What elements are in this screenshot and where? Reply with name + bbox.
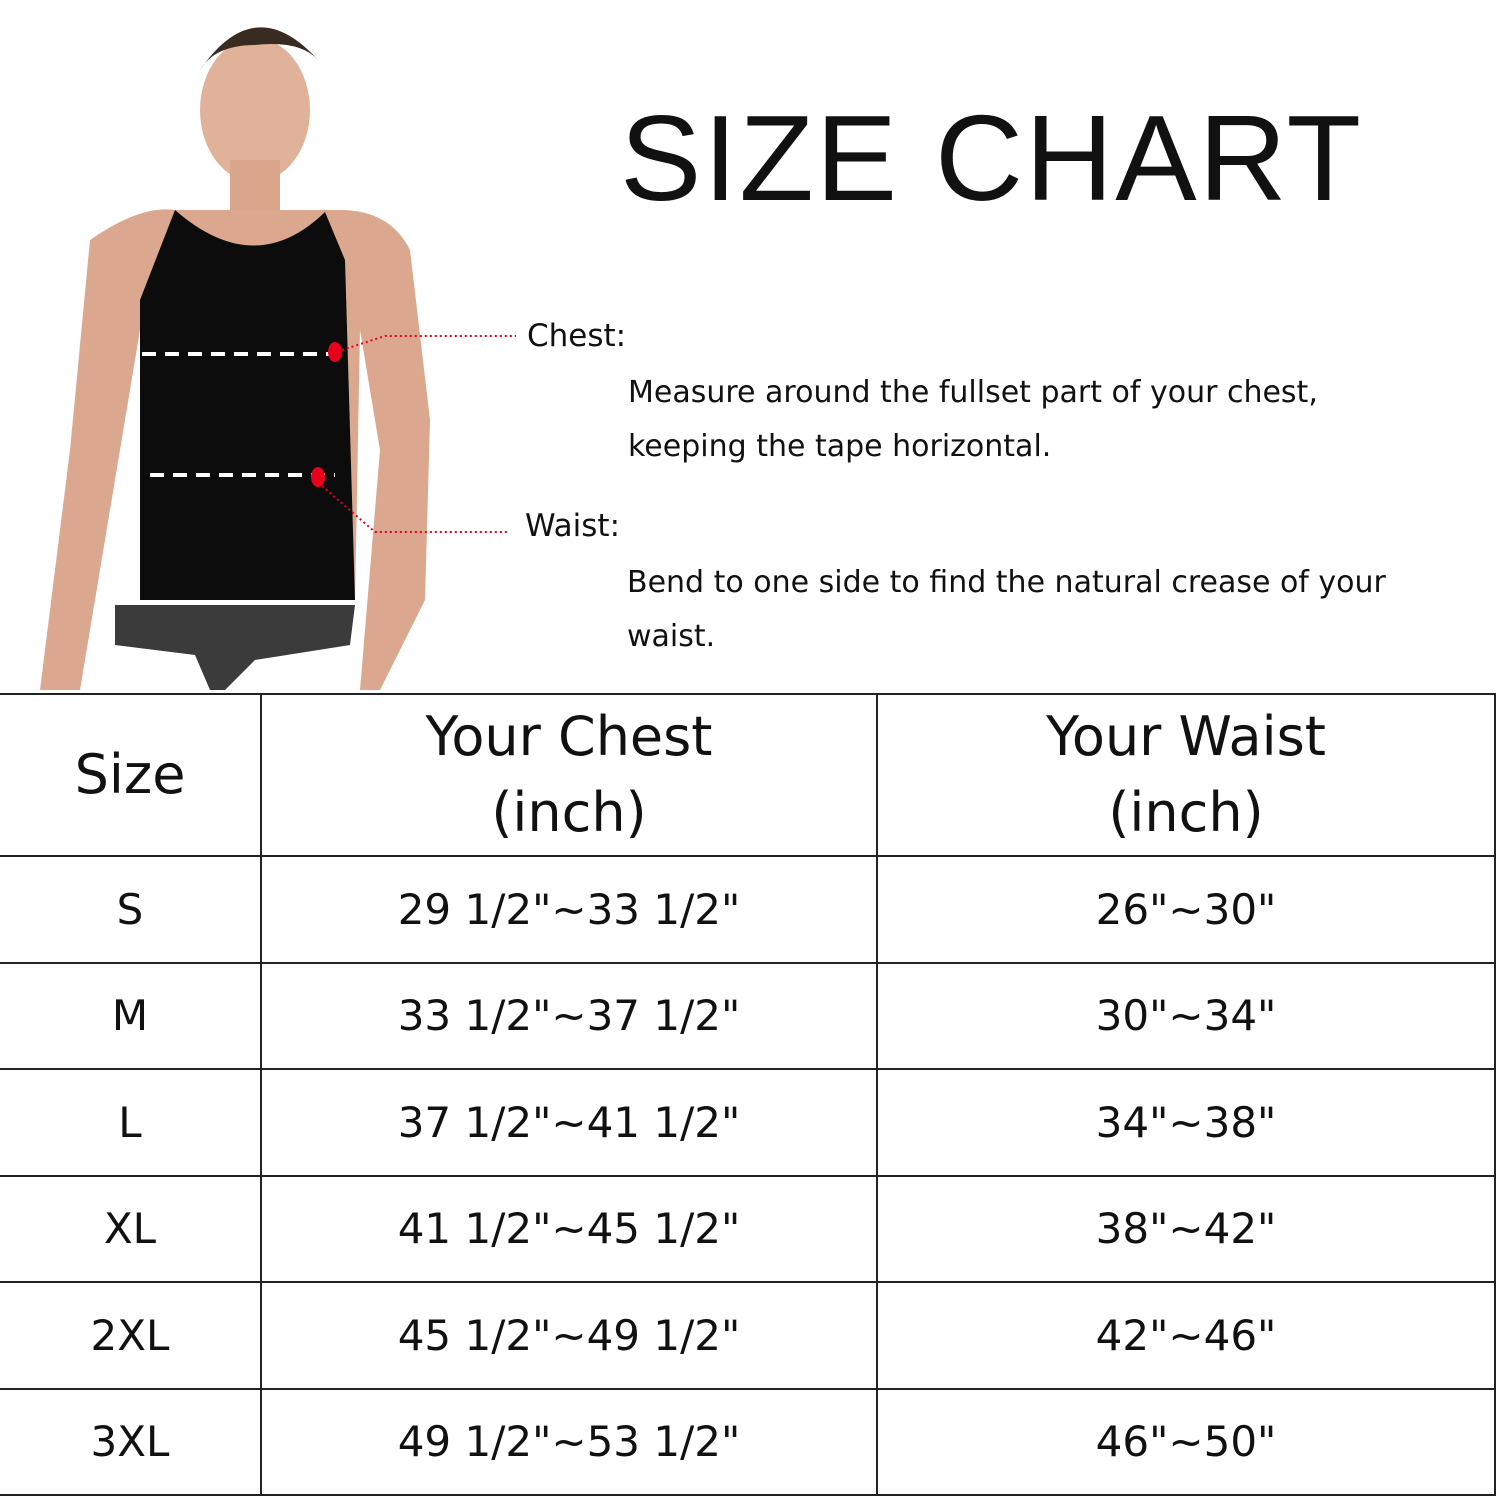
- column-header: Size: [0, 693, 262, 857]
- table-row: 2XL 45 1/2"~49 1/2" 42"~46": [0, 1281, 1496, 1390]
- waist-description: Bend to one side to find the natural cre…: [627, 565, 1386, 654]
- chest-label: Chest:: [527, 318, 627, 354]
- waist-cell: 38"~42": [876, 1174, 1496, 1283]
- model-photo: [40, 27, 516, 690]
- size-cell: XL: [0, 1174, 262, 1283]
- size-cell: L: [0, 1068, 262, 1177]
- table-row: M 33 1/2"~37 1/2" 30"~34": [0, 961, 1496, 1070]
- waist-leader: [321, 485, 508, 533]
- table-row: L 37 1/2"~41 1/2" 34"~38": [0, 1068, 1496, 1177]
- table-row: XL 41 1/2"~45 1/2" 38"~42": [0, 1174, 1496, 1283]
- chest-description: Measure around the fullset part of your …: [628, 375, 1318, 464]
- size-cell: 3XL: [0, 1387, 262, 1496]
- waist-cell: 34"~38": [876, 1068, 1496, 1177]
- table-row: S 29 1/2"~33 1/2" 26"~30": [0, 855, 1496, 964]
- column-header: Your Chest (inch): [260, 693, 878, 857]
- chest-cell: 49 1/2"~53 1/2": [260, 1387, 878, 1496]
- size-cell: M: [0, 961, 262, 1070]
- chest-cell: 41 1/2"~45 1/2": [260, 1174, 878, 1283]
- chest-cell: 37 1/2"~41 1/2": [260, 1068, 878, 1177]
- chest-cell: 29 1/2"~33 1/2": [260, 855, 878, 964]
- chest-cell: 45 1/2"~49 1/2": [260, 1281, 878, 1390]
- size-cell: S: [0, 855, 262, 964]
- chest-marker: [328, 342, 342, 362]
- model-figure: [40, 27, 430, 690]
- waist-cell: 46"~50": [876, 1387, 1496, 1496]
- page-title: SIZE CHART: [620, 90, 1364, 226]
- waist-marker: [311, 467, 325, 487]
- waist-cell: 30"~34": [876, 961, 1496, 1070]
- waist-cell: 26"~30": [876, 855, 1496, 964]
- chest-cell: 33 1/2"~37 1/2": [260, 961, 878, 1070]
- column-header: Your Waist (inch): [876, 693, 1496, 857]
- table-row: 3XL 49 1/2"~53 1/2" 46"~50": [0, 1387, 1496, 1496]
- waist-label: Waist:: [525, 508, 621, 544]
- size-table: Size Your Chest (inch) Your Waist (inch) S…: [0, 693, 1496, 1496]
- size-cell: 2XL: [0, 1281, 262, 1390]
- waist-cell: 42"~46": [876, 1281, 1496, 1390]
- chest-leader: [341, 335, 516, 351]
